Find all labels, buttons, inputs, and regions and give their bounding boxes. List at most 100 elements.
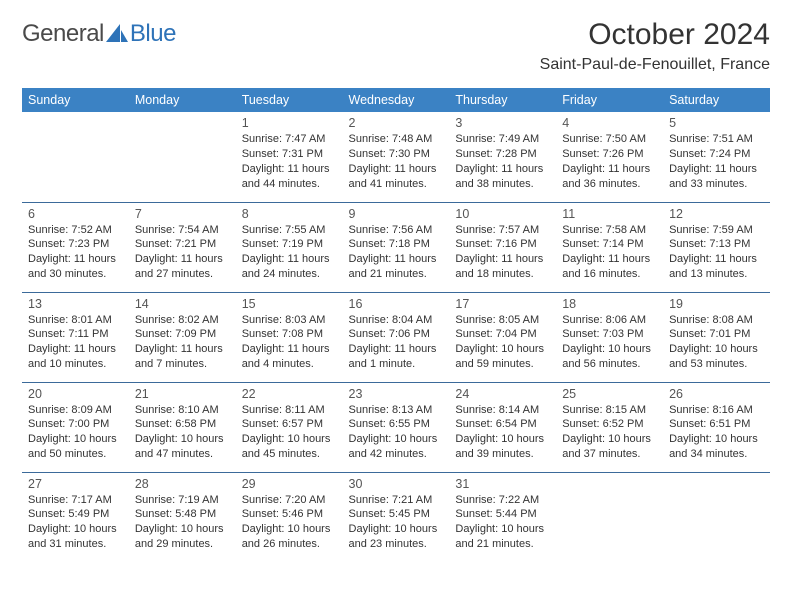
day-number: 6	[28, 207, 123, 221]
location-label: Saint-Paul-de-Fenouillet, France	[540, 56, 770, 74]
day-details: Sunrise: 7:56 AMSunset: 7:18 PMDaylight:…	[349, 223, 444, 282]
day-number: 11	[562, 207, 657, 221]
sunrise-text: Sunrise: 7:21 AM	[349, 493, 444, 508]
day-details: Sunrise: 7:17 AMSunset: 5:49 PMDaylight:…	[28, 493, 123, 552]
calendar-row: 13Sunrise: 8:01 AMSunset: 7:11 PMDayligh…	[22, 292, 770, 382]
daylight-text: Daylight: 11 hours and 44 minutes.	[242, 162, 337, 192]
daylight-text: Daylight: 10 hours and 50 minutes.	[28, 432, 123, 462]
sunrise-text: Sunrise: 7:17 AM	[28, 493, 123, 508]
daylight-text: Daylight: 10 hours and 59 minutes.	[455, 342, 550, 372]
daylight-text: Daylight: 11 hours and 7 minutes.	[135, 342, 230, 372]
sunset-text: Sunset: 7:18 PM	[349, 237, 444, 252]
sunrise-text: Sunrise: 7:19 AM	[135, 493, 230, 508]
calendar-cell: 12 Sunrise: 7:59 AMSunset: 7:13 PMDayligh…	[663, 202, 770, 292]
day-details: Sunrise: 7:21 AMSunset: 5:45 PMDaylight:…	[349, 493, 444, 552]
title-block: October 2024 Saint-Paul-de-Fenouillet, F…	[540, 18, 770, 74]
sunrise-text: Sunrise: 8:05 AM	[455, 313, 550, 328]
page-title: October 2024	[540, 18, 770, 52]
day-details: Sunrise: 7:49 AMSunset: 7:28 PMDaylight:…	[455, 132, 550, 191]
day-details: Sunrise: 8:04 AMSunset: 7:06 PMDaylight:…	[349, 313, 444, 372]
day-number: 7	[135, 207, 230, 221]
day-details: Sunrise: 8:03 AMSunset: 7:08 PMDaylight:…	[242, 313, 337, 372]
sunrise-text: Sunrise: 8:03 AM	[242, 313, 337, 328]
sunrise-text: Sunrise: 8:11 AM	[242, 403, 337, 418]
day-number: 14	[135, 297, 230, 311]
brand-sail-icon	[106, 24, 128, 44]
day-details: Sunrise: 7:22 AMSunset: 5:44 PMDaylight:…	[455, 493, 550, 552]
sunset-text: Sunset: 7:01 PM	[669, 327, 764, 342]
day-details: Sunrise: 7:50 AMSunset: 7:26 PMDaylight:…	[562, 132, 657, 191]
calendar-cell: 10Sunrise: 7:57 AMSunset: 7:16 PMDayligh…	[449, 202, 556, 292]
brand-logo: General Blue	[22, 20, 176, 48]
calendar-body: 1Sunrise: 7:47 AMSunset: 7:31 PMDaylight…	[22, 112, 770, 562]
calendar-cell: 8Sunrise: 7:55 AMSunset: 7:19 PMDaylight…	[236, 202, 343, 292]
calendar-cell: 27Sunrise: 7:17 AMSunset: 5:49 PMDayligh…	[22, 472, 129, 562]
day-number: 1	[242, 116, 337, 130]
calendar-cell: 5Sunrise: 7:51 AMSunset: 7:24 PMDaylight…	[663, 112, 770, 202]
weekday-header: Thursday	[449, 88, 556, 112]
sunset-text: Sunset: 7:00 PM	[28, 417, 123, 432]
day-details: Sunrise: 8:02 AMSunset: 7:09 PMDaylight:…	[135, 313, 230, 372]
day-details: Sunrise: 7:47 AMSunset: 7:31 PMDaylight:…	[242, 132, 337, 191]
day-number: 12	[669, 207, 764, 221]
sunrise-text: Sunrise: 8:16 AM	[669, 403, 764, 418]
sunrise-text: Sunrise: 7:47 AM	[242, 132, 337, 147]
weekday-header: Wednesday	[343, 88, 450, 112]
daylight-text: Daylight: 10 hours and 37 minutes.	[562, 432, 657, 462]
calendar-cell: 31Sunrise: 7:22 AMSunset: 5:44 PMDayligh…	[449, 472, 556, 562]
daylight-text: Daylight: 10 hours and 23 minutes.	[349, 522, 444, 552]
sunset-text: Sunset: 7:03 PM	[562, 327, 657, 342]
calendar-cell	[129, 112, 236, 202]
brand-right: Blue	[130, 20, 176, 48]
calendar-cell	[663, 472, 770, 562]
calendar-cell	[556, 472, 663, 562]
calendar-cell: 13Sunrise: 8:01 AMSunset: 7:11 PMDayligh…	[22, 292, 129, 382]
sunset-text: Sunset: 6:51 PM	[669, 417, 764, 432]
daylight-text: Daylight: 10 hours and 21 minutes.	[455, 522, 550, 552]
weekday-header: Saturday	[663, 88, 770, 112]
sunset-text: Sunset: 7:31 PM	[242, 147, 337, 162]
weekday-header: Tuesday	[236, 88, 343, 112]
daylight-text: Daylight: 10 hours and 26 minutes.	[242, 522, 337, 552]
day-details: Sunrise: 7:54 AMSunset: 7:21 PMDaylight:…	[135, 223, 230, 282]
sunset-text: Sunset: 7:30 PM	[349, 147, 444, 162]
sunrise-text: Sunrise: 7:49 AM	[455, 132, 550, 147]
day-number: 26	[669, 387, 764, 401]
day-details: Sunrise: 7:59 AMSunset: 7:13 PMDaylight:…	[669, 223, 764, 282]
sunrise-text: Sunrise: 8:09 AM	[28, 403, 123, 418]
sunrise-text: Sunrise: 7:55 AM	[242, 223, 337, 238]
day-details: Sunrise: 8:01 AMSunset: 7:11 PMDaylight:…	[28, 313, 123, 372]
sunset-text: Sunset: 7:04 PM	[455, 327, 550, 342]
calendar-cell: 15Sunrise: 8:03 AMSunset: 7:08 PMDayligh…	[236, 292, 343, 382]
calendar-cell: 7 Sunrise: 7:54 AMSunset: 7:21 PMDaylight…	[129, 202, 236, 292]
sunrise-text: Sunrise: 7:56 AM	[349, 223, 444, 238]
sunset-text: Sunset: 7:21 PM	[135, 237, 230, 252]
sunset-text: Sunset: 7:14 PM	[562, 237, 657, 252]
day-number: 23	[349, 387, 444, 401]
daylight-text: Daylight: 11 hours and 4 minutes.	[242, 342, 337, 372]
daylight-text: Daylight: 11 hours and 27 minutes.	[135, 252, 230, 282]
calendar-cell: 18Sunrise: 8:06 AMSunset: 7:03 PMDayligh…	[556, 292, 663, 382]
calendar-table: Sunday Monday Tuesday Wednesday Thursday…	[22, 88, 770, 562]
calendar-cell: 16Sunrise: 8:04 AMSunset: 7:06 PMDayligh…	[343, 292, 450, 382]
calendar-row: 1Sunrise: 7:47 AMSunset: 7:31 PMDaylight…	[22, 112, 770, 202]
calendar-row: 20Sunrise: 8:09 AMSunset: 7:00 PMDayligh…	[22, 382, 770, 472]
calendar-cell: 26Sunrise: 8:16 AMSunset: 6:51 PMDayligh…	[663, 382, 770, 472]
day-number: 25	[562, 387, 657, 401]
weekday-header: Sunday	[22, 88, 129, 112]
day-number: 10	[455, 207, 550, 221]
day-number: 2	[349, 116, 444, 130]
day-details: Sunrise: 8:14 AMSunset: 6:54 PMDaylight:…	[455, 403, 550, 462]
day-details: Sunrise: 8:05 AMSunset: 7:04 PMDaylight:…	[455, 313, 550, 372]
sunrise-text: Sunrise: 7:54 AM	[135, 223, 230, 238]
weekday-header: Friday	[556, 88, 663, 112]
daylight-text: Daylight: 11 hours and 36 minutes.	[562, 162, 657, 192]
sunrise-text: Sunrise: 8:14 AM	[455, 403, 550, 418]
daylight-text: Daylight: 10 hours and 45 minutes.	[242, 432, 337, 462]
calendar-cell: 24Sunrise: 8:14 AMSunset: 6:54 PMDayligh…	[449, 382, 556, 472]
sunset-text: Sunset: 5:44 PM	[455, 507, 550, 522]
calendar-cell: 25 Sunrise: 8:15 AMSunset: 6:52 PMDayligh…	[556, 382, 663, 472]
day-number: 3	[455, 116, 550, 130]
day-number: 22	[242, 387, 337, 401]
day-details: Sunrise: 8:15 AMSunset: 6:52 PMDaylight:…	[562, 403, 657, 462]
